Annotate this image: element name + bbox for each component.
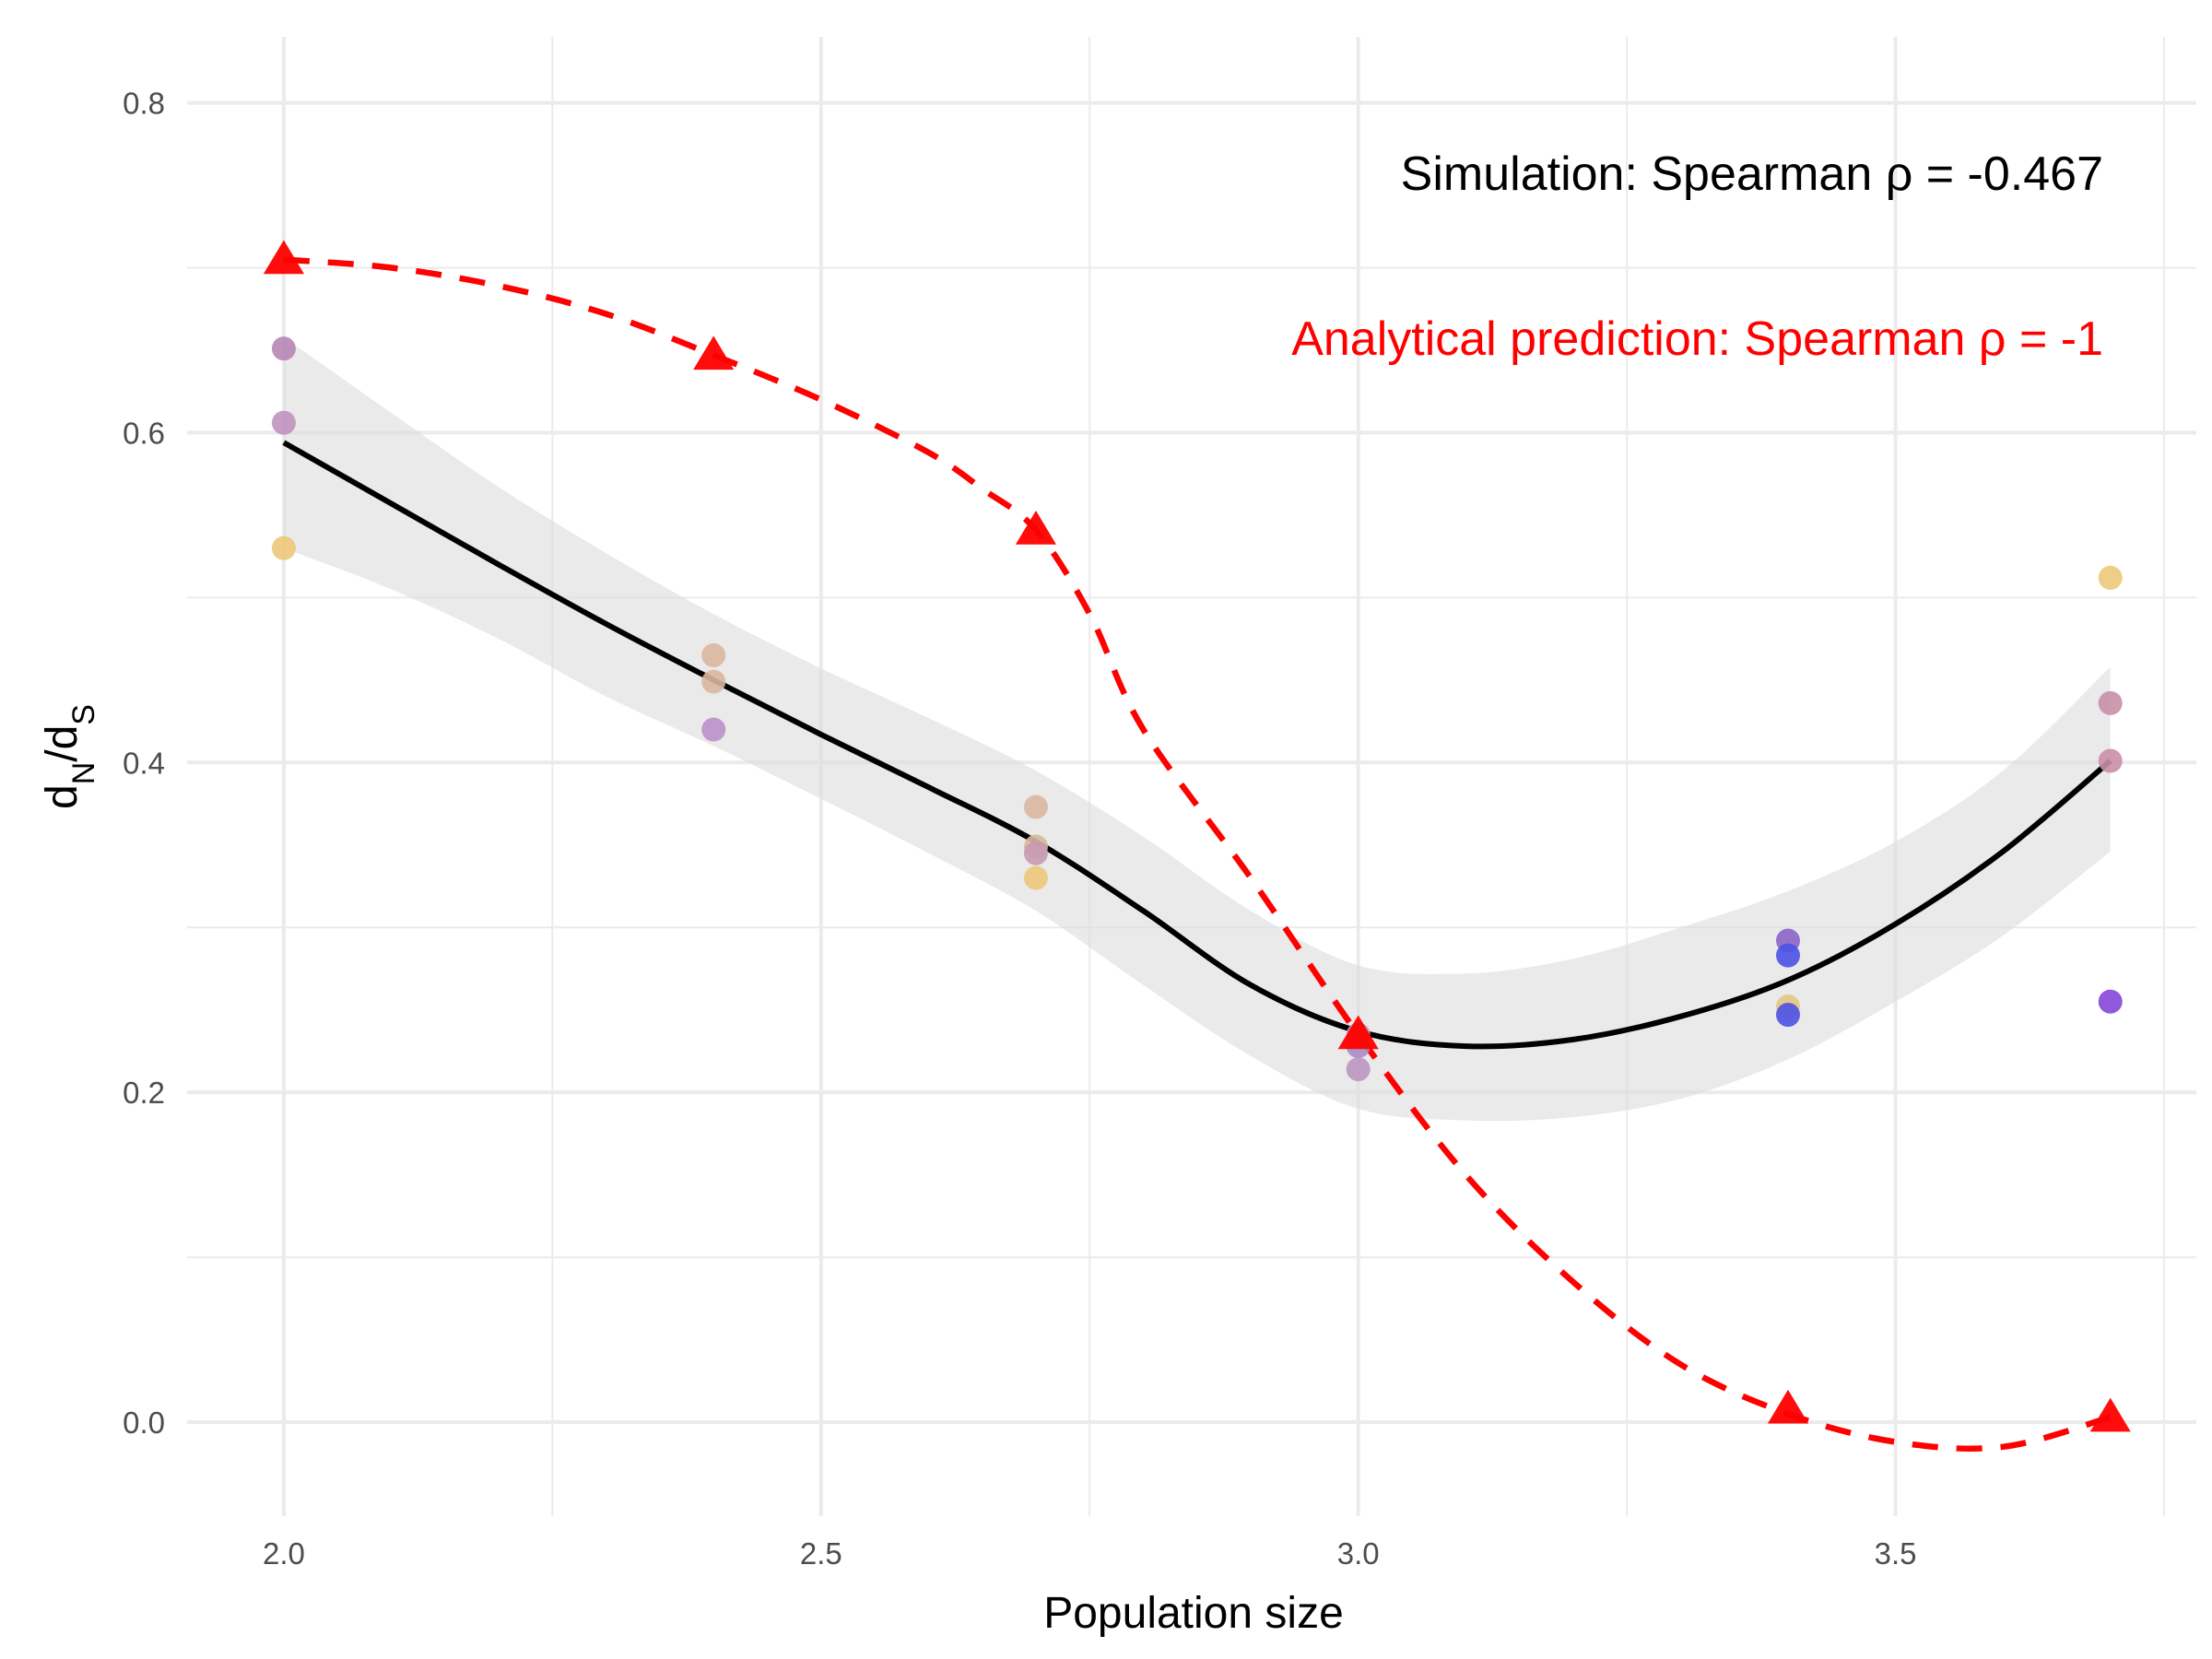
x-tick-label: 3.5 — [1875, 1536, 1917, 1571]
simulation-point — [2098, 690, 2123, 715]
simulation-point — [2098, 989, 2123, 1014]
y-tick-label: 0.2 — [123, 1076, 165, 1110]
y-axis-title: dN/dS — [38, 704, 101, 809]
y-tick-label: 0.8 — [123, 87, 165, 121]
prediction-point — [1767, 1389, 1809, 1424]
y-axis-title-sep: /d — [38, 725, 87, 762]
simulation-point — [2098, 565, 2123, 590]
x-tick-label: 2.5 — [800, 1536, 842, 1571]
prediction-point — [263, 240, 304, 275]
simulation-point — [701, 642, 726, 667]
prediction-curve-layer — [283, 256, 2112, 1452]
analytical-prediction-curve — [283, 256, 2112, 1452]
prediction-point — [1337, 1015, 1379, 1050]
simulation-point — [271, 535, 296, 560]
y-tick-label: 0.0 — [123, 1406, 165, 1440]
simulation-point — [271, 336, 296, 361]
prediction-point — [1015, 511, 1057, 545]
confidence-band — [283, 336, 2111, 1122]
confidence-band-layer — [283, 336, 2111, 1122]
smooth-fit-line — [282, 440, 2112, 1050]
y-axis-title-sub-n: N — [66, 762, 101, 785]
simulation-point — [701, 669, 726, 694]
x-tick-label: 3.0 — [1337, 1536, 1380, 1571]
simulation-annotation: Simulation: Spearman ρ = -0.467 — [1401, 147, 2103, 201]
x-tick-label: 2.0 — [263, 1536, 305, 1571]
simulation-point — [1776, 943, 1801, 968]
y-axis-title-main: d — [38, 784, 87, 809]
simulation-point — [1023, 841, 1048, 865]
tick-labels: 2.0 2.5 3.0 3.5 0.0 0.2 0.4 0.6 0.8 — [123, 87, 1916, 1571]
smooth-fit-layer — [282, 440, 2112, 1050]
y-tick-label: 0.4 — [123, 746, 165, 780]
prediction-point — [2089, 1397, 2131, 1432]
simulation-point — [271, 410, 296, 435]
y-tick-label: 0.6 — [123, 416, 165, 450]
analytical-annotation: Analytical prediction: Spearman ρ = -1 — [1291, 312, 2103, 366]
simulation-point — [1346, 1057, 1371, 1082]
x-axis-title: Population size — [1043, 1589, 1344, 1638]
simulation-point — [2098, 748, 2123, 773]
prediction-points-layer — [263, 240, 2131, 1432]
prediction-point — [693, 335, 735, 371]
y-axis-title-sub-s: S — [66, 704, 101, 725]
simulation-point — [1776, 1003, 1801, 1028]
simulation-point — [701, 717, 726, 742]
simulation-point — [1023, 794, 1048, 819]
simulation-point — [1023, 865, 1048, 890]
